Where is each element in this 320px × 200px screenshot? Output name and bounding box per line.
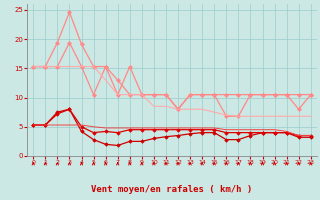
X-axis label: Vent moyen/en rafales ( km/h ): Vent moyen/en rafales ( km/h ) <box>92 185 252 194</box>
